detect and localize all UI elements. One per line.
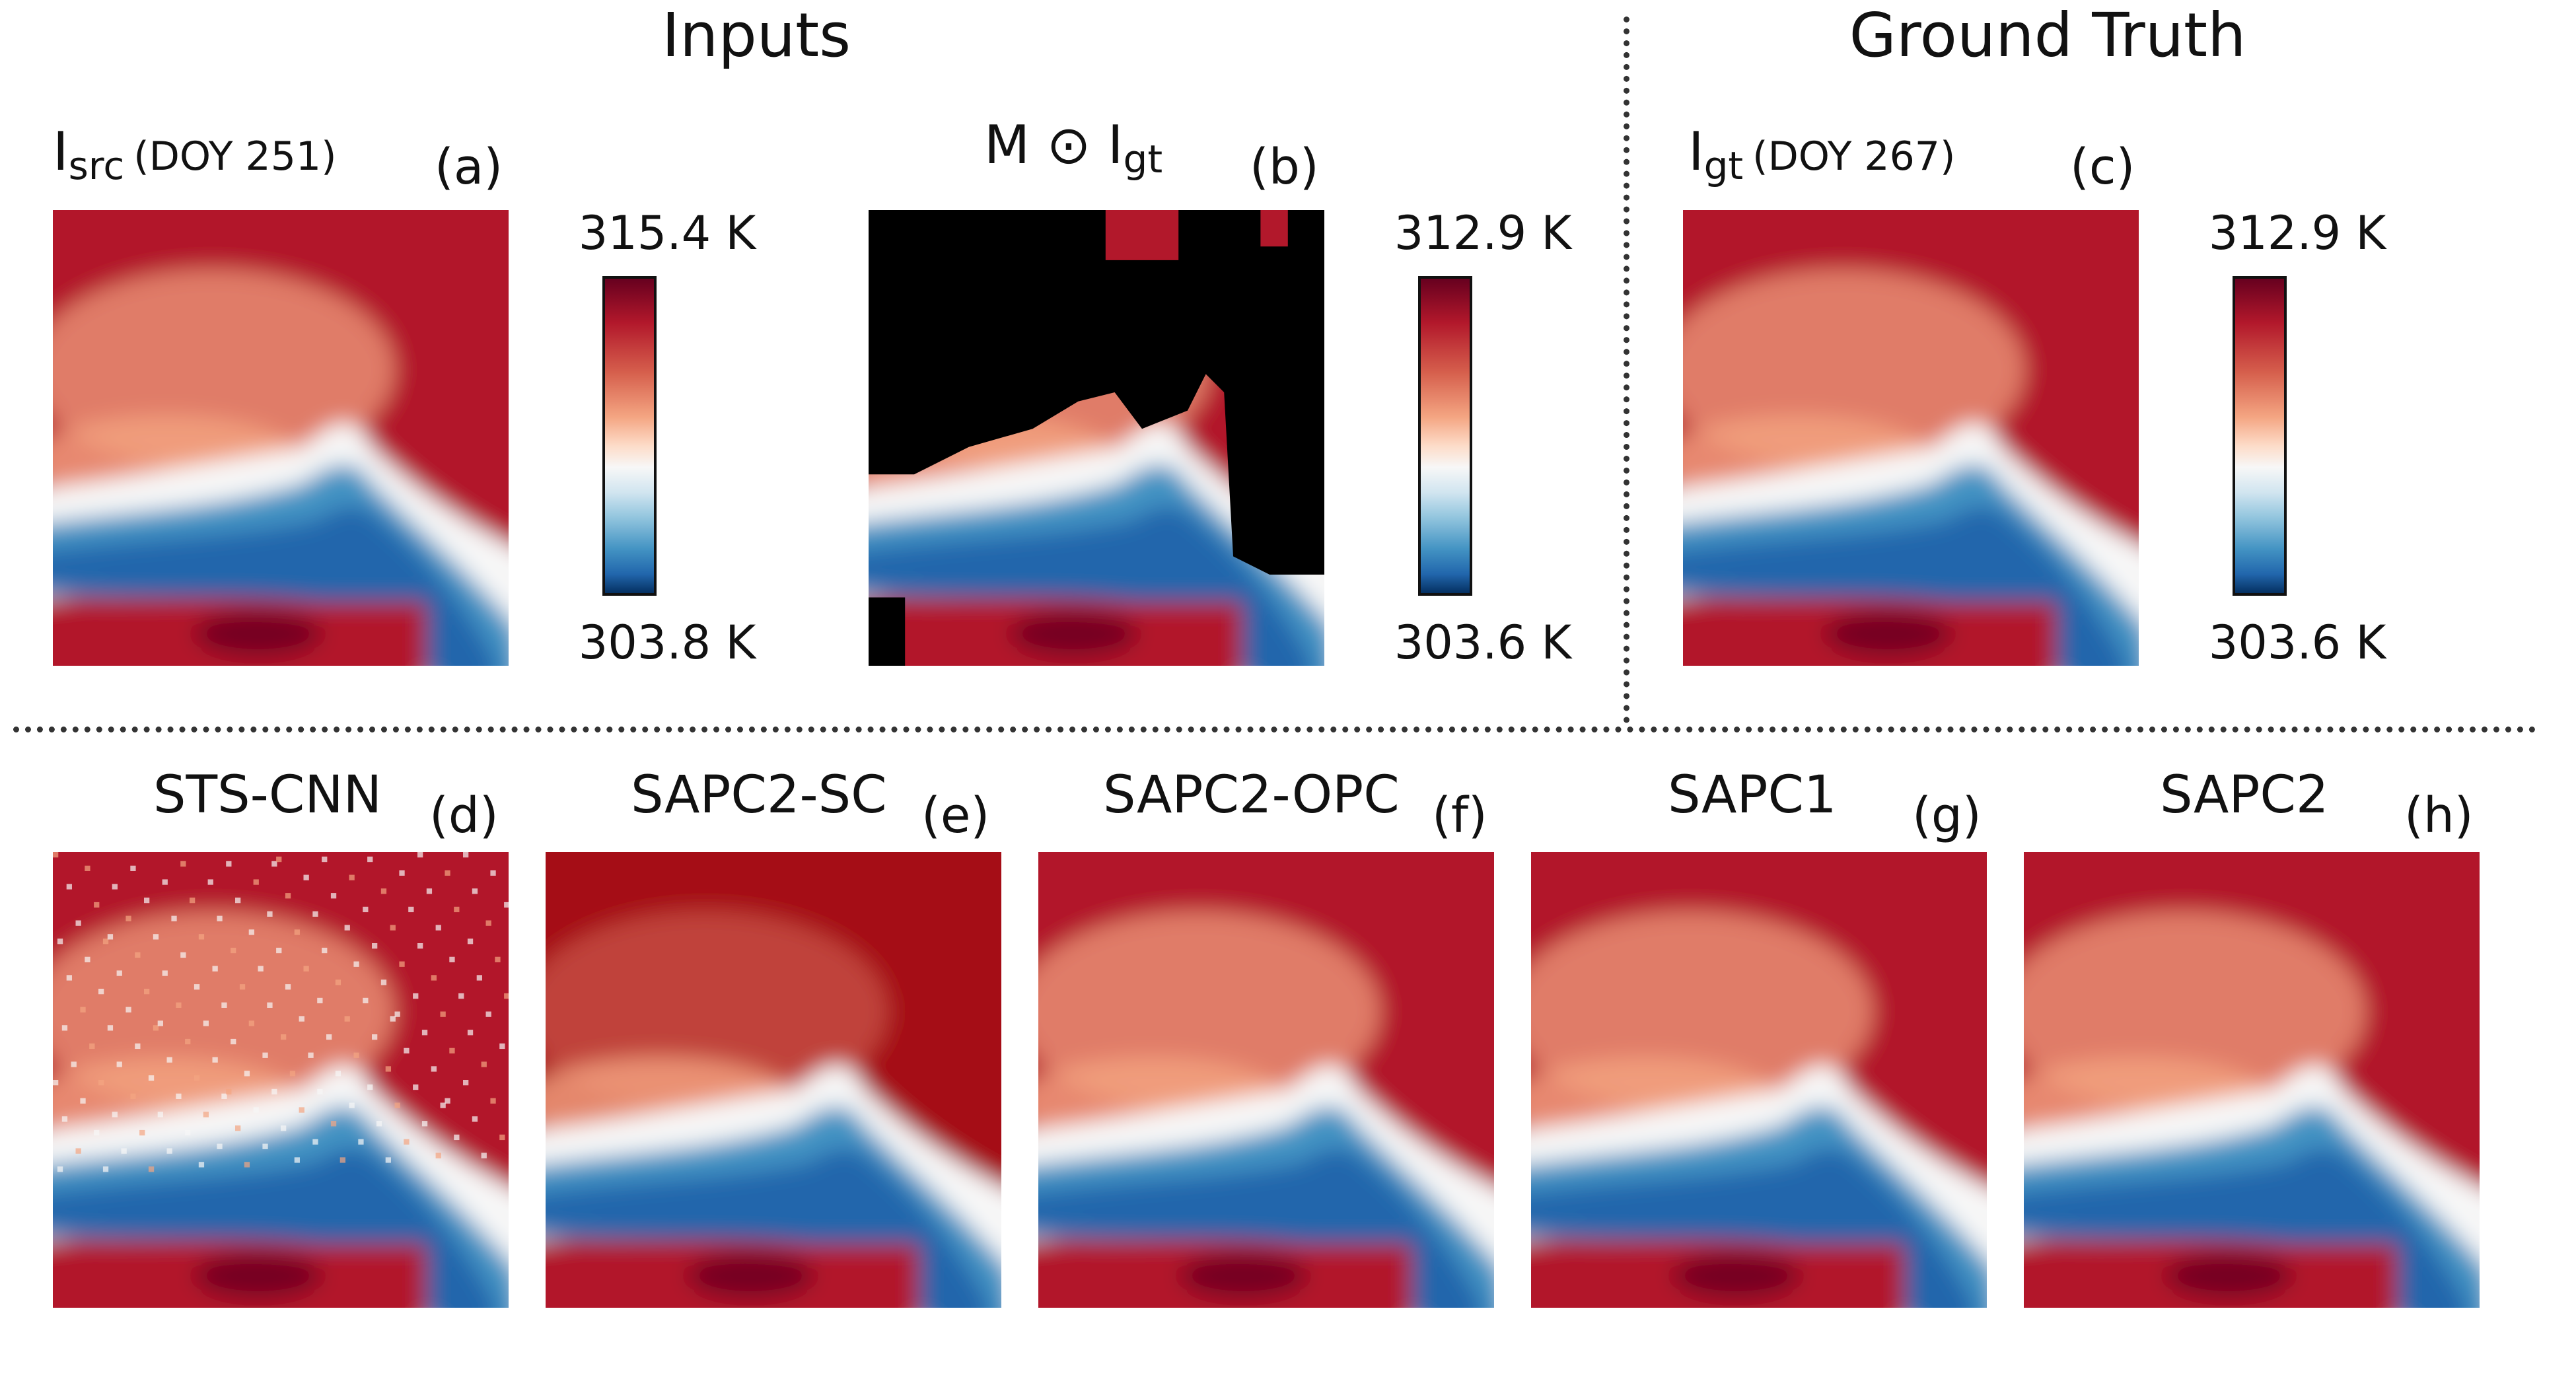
panel-c-tag: (c) (2070, 139, 2135, 196)
vertical-separator (1624, 17, 1629, 723)
panel-a-label-sub: src (68, 143, 125, 188)
colorbar-1-min: 303.8 K (578, 616, 756, 670)
colorbar-2-max: 312.9 K (1394, 206, 1572, 260)
panel-a-doy: (DOY 251) (133, 133, 337, 180)
colorbar-2 (1418, 276, 1472, 596)
panel-h-tag: (h) (2404, 787, 2474, 844)
horizontal-separator (13, 727, 2536, 732)
panel-d-method: STS-CNN (153, 765, 382, 825)
panel-b-label-main: M ⊙ I (984, 114, 1124, 176)
colorbar-1 (602, 276, 657, 596)
colorbar-1-max: 315.4 K (578, 206, 756, 260)
colorbar-3 (2233, 276, 2287, 596)
panel-h-method: SAPC2 (2160, 765, 2329, 825)
panel-c-doy: (DOY 267) (1752, 133, 1956, 180)
panel-a-label: Isrc (DOY 251) (53, 125, 337, 188)
colorbar-3-min: 303.6 K (2208, 616, 2386, 670)
inputs-title: Inputs (661, 0, 851, 71)
panel-f-tag: (f) (1432, 787, 1487, 844)
panel-a-label-main: I (53, 121, 69, 182)
panel-a-tag: (a) (435, 139, 503, 196)
panel-c-label: Igt (DOY 267) (1688, 125, 1956, 188)
panel-c-image (1683, 210, 2139, 666)
panel-b-label-sub: gt (1123, 137, 1163, 182)
panel-f-method: SAPC2-OPC (1103, 765, 1400, 825)
ground-truth-title: Ground Truth (1849, 0, 2246, 71)
panel-g-method: SAPC1 (1668, 765, 1837, 825)
panel-c-label-main: I (1688, 121, 1704, 182)
panel-a-image (53, 210, 509, 666)
panel-g-image (1531, 852, 1987, 1308)
panel-e-method: SAPC2-SC (631, 765, 887, 825)
panel-c-label-sub: gt (1703, 143, 1744, 188)
panel-b-label: M ⊙ Igt (984, 119, 1163, 179)
panel-d-tag: (d) (429, 787, 499, 844)
colorbar-3-max: 312.9 K (2208, 206, 2386, 260)
panel-d-image (53, 852, 509, 1308)
panel-b-image (869, 210, 1324, 666)
panel-e-image (546, 852, 1001, 1308)
panel-g-tag: (g) (1912, 787, 1982, 844)
panel-b-tag: (b) (1250, 139, 1319, 196)
panel-e-tag: (e) (921, 787, 990, 844)
panel-f-image (1038, 852, 1494, 1308)
panel-h-image (2024, 852, 2480, 1308)
colorbar-2-min: 303.6 K (1394, 616, 1572, 670)
